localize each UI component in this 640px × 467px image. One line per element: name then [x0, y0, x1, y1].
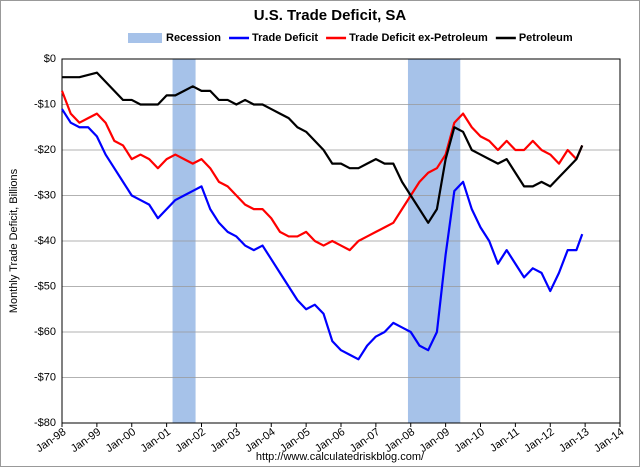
- y-tick-label: $0: [44, 53, 56, 65]
- legend-label: Petroleum: [519, 32, 573, 44]
- source-note: http://www.calculatedriskblog.com/: [256, 451, 425, 463]
- legend-label: Recession: [166, 32, 221, 44]
- legend-label: Trade Deficit ex-Petroleum: [349, 32, 488, 44]
- legend-swatch: [128, 33, 162, 43]
- legend-label: Trade Deficit: [252, 32, 318, 44]
- series-line: [60, 90, 584, 252]
- y-tick-label: -$10: [34, 98, 56, 110]
- series-line: [61, 108, 584, 361]
- y-tick-label: -$70: [34, 371, 56, 383]
- y-tick-label: -$40: [34, 235, 56, 247]
- y-tick-label: -$80: [34, 417, 56, 429]
- plot-frame: [61, 58, 621, 424]
- series-line: [62, 71, 584, 224]
- y-tick-label: -$50: [34, 280, 56, 292]
- chart-title: U.S. Trade Deficit, SA: [254, 7, 407, 24]
- y-axis-label: Monthly Trade Deficit, Billions: [8, 168, 20, 313]
- y-tick-label: -$20: [34, 144, 56, 156]
- y-tick-label: -$60: [34, 326, 56, 338]
- y-tick-label: -$30: [34, 189, 56, 201]
